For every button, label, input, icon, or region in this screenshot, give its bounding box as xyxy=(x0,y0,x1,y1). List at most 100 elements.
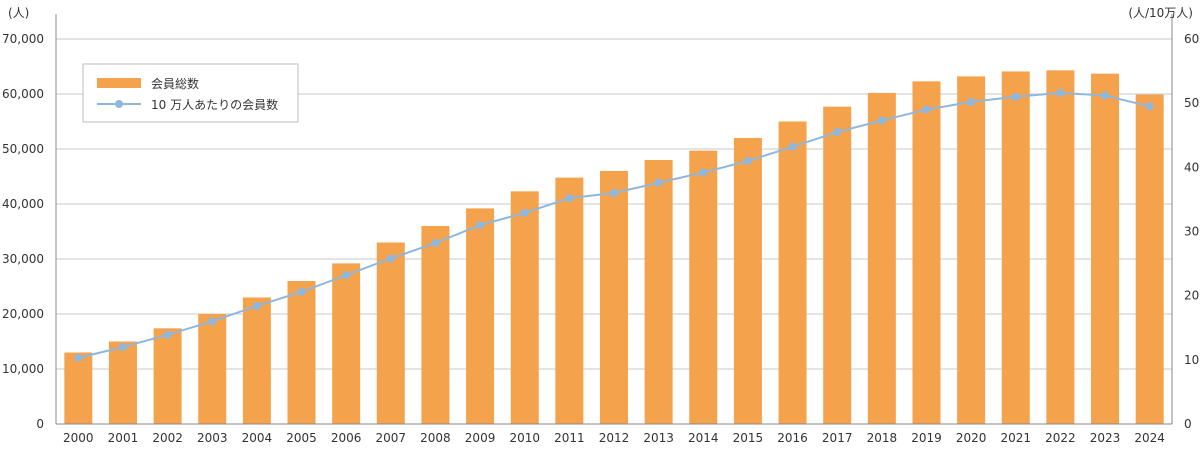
bar-2014 xyxy=(689,150,718,424)
left-axis-tick-label: 0 xyxy=(36,417,44,431)
x-axis-tick-label: 2010 xyxy=(509,431,540,445)
x-axis-tick-label: 2002 xyxy=(152,431,183,445)
line-point-2022 xyxy=(1056,88,1065,97)
right-axis-tick-label: 20 xyxy=(1184,289,1199,303)
line-point-2001 xyxy=(118,343,127,351)
bar-2020 xyxy=(957,76,986,425)
x-axis-tick-label: 2021 xyxy=(1000,431,1031,445)
line-point-2011 xyxy=(565,194,574,203)
bar-2017 xyxy=(823,106,852,425)
legend-label-per-100k: 10 万人あたりの会員数 xyxy=(151,97,278,112)
bar-2024 xyxy=(1135,94,1164,425)
legend-label-member-total: 会員総数 xyxy=(151,76,199,91)
x-axis-tick-label: 2017 xyxy=(822,431,853,445)
line-point-2023 xyxy=(1101,91,1110,100)
bar-2011 xyxy=(555,177,584,424)
left-axis-tick-label: 40,000 xyxy=(2,197,44,211)
right-axis-tick-label: 50 xyxy=(1184,96,1199,110)
x-axis-tick-label: 2014 xyxy=(688,431,719,445)
line-point-2012 xyxy=(610,189,618,197)
line-point-2020 xyxy=(967,97,976,106)
line-point-2003 xyxy=(208,317,217,326)
bar-2008 xyxy=(421,226,450,424)
left-axis-tick-label: 20,000 xyxy=(2,307,44,321)
legend-box xyxy=(82,63,299,123)
x-axis-tick-label: 2004 xyxy=(242,431,273,445)
x-axis-tick-label: 2000 xyxy=(63,431,94,445)
line-point-2024 xyxy=(1145,102,1154,111)
line-point-2002 xyxy=(163,330,172,339)
axes: 0 10,000 20,000 30,000 40,000 50,000 60,000 70,… xyxy=(2,14,1199,445)
bar-2018 xyxy=(867,92,896,425)
right-axis-tick-label: 60 xyxy=(1184,32,1199,46)
bar-2015 xyxy=(733,138,762,424)
line-point-2016 xyxy=(788,142,797,151)
bar-2004 xyxy=(242,297,271,424)
x-axis-tick-label: 2005 xyxy=(286,431,317,445)
left-axis-unit: (人) xyxy=(8,6,29,20)
x-axis-tick-label: 2013 xyxy=(643,431,674,445)
right-axis-unit: (人/10万人) xyxy=(1128,6,1193,20)
x-axis-tick-label: 2003 xyxy=(197,431,228,445)
line-point-2013 xyxy=(654,178,663,187)
line-point-2015 xyxy=(743,156,752,165)
x-axis-tick-label: 2024 xyxy=(1134,431,1165,445)
line-point-2000 xyxy=(74,353,83,362)
bar-2006 xyxy=(332,263,361,424)
bar-2005 xyxy=(287,281,316,424)
x-axis-tick-label: 2022 xyxy=(1045,431,1076,445)
line-point-2004 xyxy=(252,301,261,310)
legend: 会員総数 10 万人あたりの会員数 xyxy=(82,63,299,123)
bar-2002 xyxy=(153,328,182,424)
x-axis-tick-label: 2007 xyxy=(376,431,407,445)
bar-2023 xyxy=(1091,73,1120,425)
legend-bar-swatch xyxy=(97,78,141,88)
line-point-2018 xyxy=(877,116,886,125)
x-axis-tick-label: 2012 xyxy=(599,431,630,445)
bar-2007 xyxy=(376,242,405,424)
x-axis-tick-label: 2001 xyxy=(108,431,139,445)
bar-2016 xyxy=(778,121,807,424)
line-point-2008 xyxy=(431,239,440,248)
bar-2000 xyxy=(64,352,93,424)
bar-2021 xyxy=(1001,71,1030,424)
bar-2022 xyxy=(1046,70,1075,424)
right-axis-tick-label: 40 xyxy=(1184,160,1199,174)
left-axis-tick-label: 30,000 xyxy=(2,252,44,266)
per-100k-line xyxy=(74,88,1154,362)
right-axis-tick-label: 30 xyxy=(1184,225,1199,239)
right-axis-tick-label: 0 xyxy=(1184,417,1192,431)
bar-2019 xyxy=(912,81,941,424)
legend-dot-swatch xyxy=(115,100,123,108)
line-point-2005 xyxy=(297,287,306,296)
left-axis-tick-label: 60,000 xyxy=(2,87,44,101)
x-axis-tick-label: 2020 xyxy=(956,431,987,445)
bar-2009 xyxy=(466,208,495,424)
line-point-2021 xyxy=(1011,92,1020,101)
line-point-2014 xyxy=(699,168,708,177)
line-point-2017 xyxy=(833,128,842,137)
line-point-2007 xyxy=(386,254,395,263)
x-axis-tick-label: 2009 xyxy=(465,431,496,445)
x-axis-tick-label: 2019 xyxy=(911,431,942,445)
line-point-2019 xyxy=(922,105,931,114)
x-axis-tick-label: 2008 xyxy=(420,431,451,445)
left-axis-tick-label: 50,000 xyxy=(2,142,44,156)
member-total-bars xyxy=(64,70,1164,425)
bar-2003 xyxy=(198,314,227,424)
x-axis-tick-label: 2011 xyxy=(554,431,585,445)
x-axis-tick-label: 2023 xyxy=(1090,431,1121,445)
bar-2013 xyxy=(644,160,673,424)
x-axis-tick-label: 2016 xyxy=(777,431,808,445)
bar-2001 xyxy=(108,341,137,424)
line-point-2010 xyxy=(520,208,529,217)
line-point-2009 xyxy=(476,221,485,230)
left-axis-tick-label: 70,000 xyxy=(2,32,44,46)
x-axis-tick-label: 2006 xyxy=(331,431,362,445)
x-axis-tick-label: 2018 xyxy=(867,431,898,445)
x-axis-tick-label: 2015 xyxy=(733,431,764,445)
bar-2012 xyxy=(600,171,628,424)
bar-2010 xyxy=(510,191,539,424)
right-axis-tick-label: 10 xyxy=(1184,353,1199,367)
